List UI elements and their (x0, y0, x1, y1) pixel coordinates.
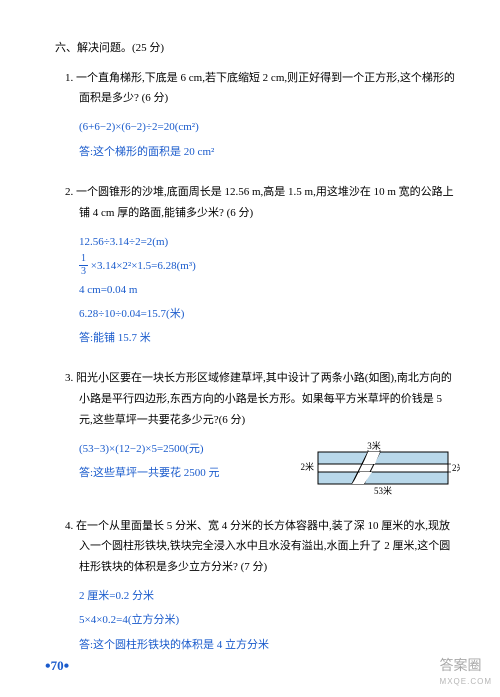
p2-w1: 12.56÷3.14÷2=2(m) (79, 230, 455, 254)
p2-w2-tail: ×3.14×2²×1.5=6.28(m³) (88, 260, 196, 272)
page-number-value: 70 (51, 658, 64, 673)
p2-w2: 1 3 ×3.14×2²×1.5=6.28(m³) (79, 254, 455, 278)
problem-4-text: 4. 在一个从里面量长 5 分米、宽 4 分米的长方体容器中,装了深 10 厘米… (55, 516, 455, 579)
fraction-icon: 1 3 (79, 254, 88, 277)
p4-answer: 答:这个圆柱形铁块的体积是 4 立方分米 (79, 633, 455, 657)
problem-1-answer: (6+6−2)×(6−2)÷2=20(cm²) 答:这个梯形的面积是 20 cm… (55, 115, 455, 163)
p2-w4: 6.28÷10÷0.04=15.7(米) (79, 302, 455, 326)
diagram-label-right: 2米 (452, 462, 460, 473)
problem-2: 2. 一个圆锥形的沙堆,底面周长是 12.56 m,高是 1.5 m,用这堆沙在… (55, 182, 455, 351)
watermark: 答案圈 MXQE.COM (440, 654, 492, 689)
section-header: 六、解决问题。(25 分) (55, 40, 455, 58)
p4-w2: 5×4×0.2=4(立方分米) (79, 608, 455, 632)
frac-num: 1 (79, 254, 88, 266)
problem-3-diagram: 3米 12米 2米 53米 (300, 440, 460, 500)
diagram-label-bottom: 53米 (374, 485, 392, 496)
p2-w3: 4 cm=0.04 m (79, 278, 455, 302)
watermark-main: 答案圈 (440, 657, 482, 673)
problem-1: 1. 一个直角梯形,下底是 6 cm,若下底缩短 2 cm,则正好得到一个正方形… (55, 68, 455, 164)
problem-4-answer: 2 厘米=0.2 分米 5×4×0.2=4(立方分米) 答:这个圆柱形铁块的体积… (55, 584, 455, 657)
bullet-icon: • (64, 658, 70, 675)
p1-answer: 答:这个梯形的面积是 20 cm² (79, 140, 455, 164)
bullet-icon: • (45, 658, 51, 675)
page-number: •70• (45, 653, 69, 679)
p2-answer: 答:能铺 15.7 米 (79, 326, 455, 350)
watermark-sub: MXQE.COM (440, 676, 492, 689)
problem-4: 4. 在一个从里面量长 5 分米、宽 4 分米的长方体容器中,装了深 10 厘米… (55, 516, 455, 657)
diagram-label-top: 3米 (367, 440, 381, 451)
problem-3-text: 3. 阳光小区要在一块长方形区域修建草坪,其中设计了两条小路(如图),南北方向的… (55, 368, 455, 431)
problem-2-text: 2. 一个圆锥形的沙堆,底面周长是 12.56 m,高是 1.5 m,用这堆沙在… (55, 182, 455, 224)
problem-1-text: 1. 一个直角梯形,下底是 6 cm,若下底缩短 2 cm,则正好得到一个正方形… (55, 68, 455, 110)
frac-den: 3 (79, 266, 88, 277)
p4-w1: 2 厘米=0.2 分米 (79, 584, 455, 608)
diagram-label-left: 12米 (300, 461, 314, 472)
problem-2-answer: 12.56÷3.14÷2=2(m) 1 3 ×3.14×2²×1.5=6.28(… (55, 230, 455, 351)
p1-work: (6+6−2)×(6−2)÷2=20(cm²) (79, 115, 455, 139)
